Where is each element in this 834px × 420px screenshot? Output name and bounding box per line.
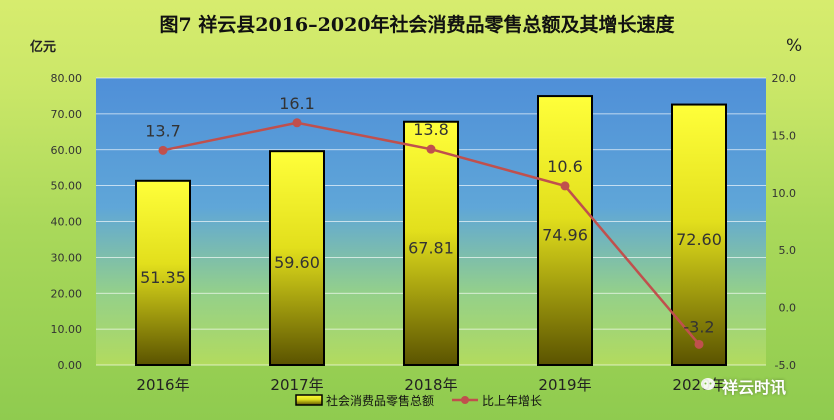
growth-value-label: 10.6 (547, 157, 583, 176)
left-tick-label: 60.00 (51, 144, 83, 157)
wechat-icon (701, 378, 715, 390)
right-tick-label: 5.0 (779, 244, 797, 257)
left-tick-label: 40.00 (51, 216, 83, 229)
left-tick-label: 70.00 (51, 108, 83, 121)
legend-line-label: 比上年增长 (482, 394, 542, 408)
left-tick-label: 80.00 (51, 72, 83, 85)
bar (537, 95, 593, 367)
right-tick-label: 20.0 (772, 72, 797, 85)
watermark: 祥云时讯 (722, 378, 787, 397)
legend-line-marker (461, 396, 469, 404)
category-label: 2018年 (404, 376, 457, 394)
right-axis-unit: % (786, 36, 803, 56)
category-label: 2016年 (136, 376, 189, 394)
legend-bar-swatch (295, 394, 323, 406)
category-label: 2019年 (538, 376, 591, 394)
category-label: 2017年 (270, 376, 323, 394)
bar-value-label: 59.60 (274, 253, 320, 272)
bar-value-label: 51.35 (140, 268, 186, 287)
growth-point (426, 144, 436, 154)
left-tick-label: 0.00 (58, 359, 83, 372)
growth-value-label: 13.7 (145, 121, 181, 140)
bar (269, 150, 325, 366)
growth-point (560, 181, 570, 191)
right-tick-label: 15.0 (772, 129, 797, 142)
bar (135, 179, 191, 366)
left-tick-label: 30.00 (51, 251, 83, 264)
growth-point (694, 339, 704, 349)
left-tick-label: 50.00 (51, 180, 83, 193)
left-tick-label: 10.00 (51, 323, 83, 336)
bar-value-label: 72.60 (676, 230, 722, 249)
chart-title: 图7 祥云县2016–2020年社会消费品零售总额及其增长速度 (159, 14, 675, 36)
left-axis-unit: 亿元 (30, 40, 57, 55)
legend-bar-label: 社会消费品零售总额 (326, 393, 434, 408)
right-tick-label: -5.0 (775, 359, 796, 372)
bar-value-label: 67.81 (408, 238, 454, 257)
right-tick-label: 10.0 (772, 187, 797, 200)
growth-point (158, 145, 168, 155)
bar (403, 120, 459, 366)
growth-value-label: 16.1 (279, 94, 315, 113)
right-tick-label: 0.0 (779, 302, 797, 315)
bar-value-label: 74.96 (542, 226, 588, 245)
growth-value-label: 13.8 (413, 120, 449, 139)
left-tick-label: 20.00 (51, 287, 83, 300)
growth-point (292, 118, 302, 128)
growth-value-label: -3.2 (683, 317, 714, 336)
bar (671, 103, 727, 367)
